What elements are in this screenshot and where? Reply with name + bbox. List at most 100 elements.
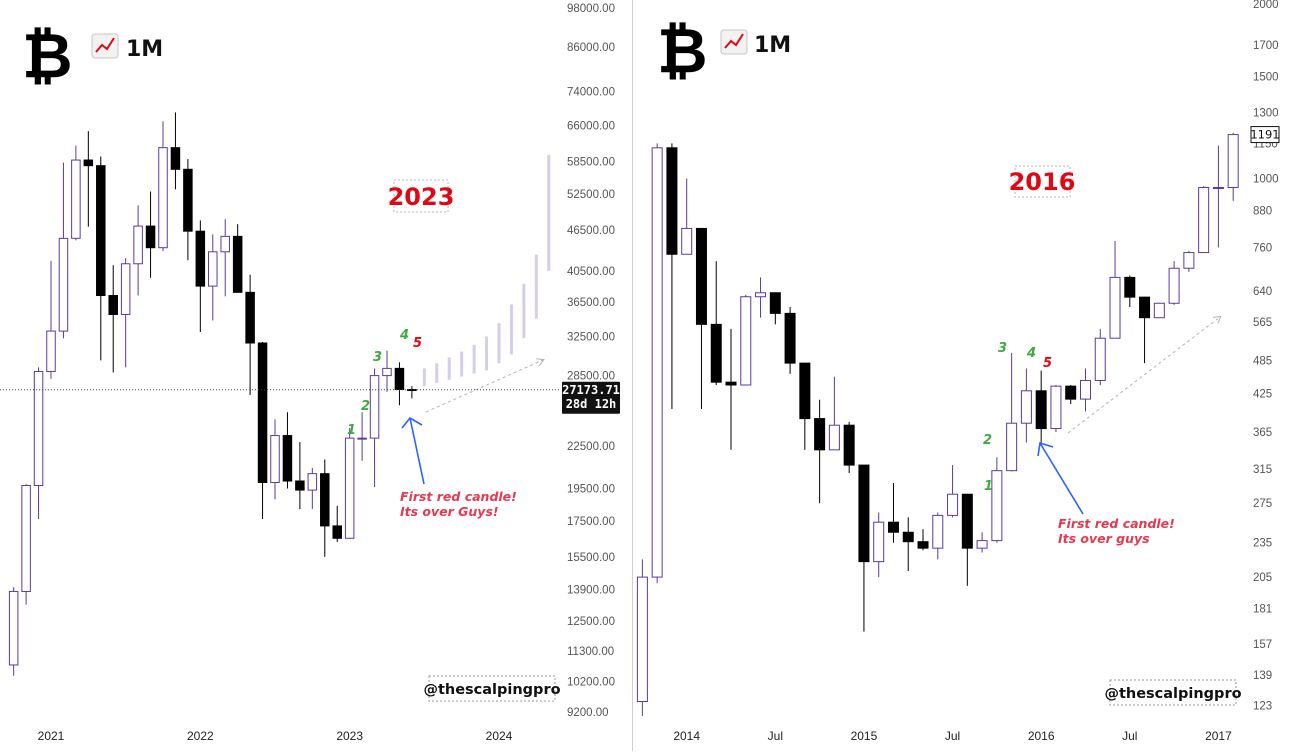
candle: [58, 162, 69, 339]
y-tick-label: 139: [1253, 670, 1272, 682]
candle: [828, 376, 840, 451]
candle-body: [83, 159, 94, 167]
y-tick-label: 275: [1253, 498, 1272, 510]
left-countdown-label: 28d 12h: [566, 397, 617, 411]
y-tick-label: 9200.00: [567, 707, 609, 719]
candle: [332, 505, 342, 542]
right-count-3: 3: [998, 341, 1007, 356]
y-tick-label: 425: [1253, 389, 1272, 401]
candle: [382, 350, 392, 392]
left-projection-bars: [422, 155, 551, 387]
y-tick-label: 157: [1253, 639, 1272, 651]
right-watermark: @thescalpingpro: [1104, 686, 1241, 702]
candle: [120, 258, 131, 368]
candle: [1168, 261, 1180, 305]
left-year-label: 2023: [388, 183, 455, 211]
y-tick-label: 1000: [1253, 174, 1279, 186]
candle-body: [710, 323, 722, 383]
candle-body: [369, 375, 380, 439]
candle-body: [755, 292, 767, 298]
y-tick-label: 36500.00: [567, 297, 615, 309]
y-tick-label: 123: [1253, 701, 1272, 713]
candle: [8, 587, 19, 676]
candle-body: [195, 230, 206, 287]
candle-body: [120, 263, 131, 315]
candle: [814, 399, 826, 504]
right-trend-arrow: [1067, 317, 1220, 434]
y-tick-label: 74000.00: [567, 87, 615, 99]
right-count-4: 4: [1026, 346, 1036, 361]
x-tick-label: Jul: [1122, 729, 1137, 743]
candle-body: [1065, 385, 1077, 400]
right-watermark-box: [1109, 679, 1237, 706]
left-watermark: @thescalpingpro: [423, 682, 560, 698]
candle-body: [158, 147, 168, 249]
left-price-badge: 27173.71 28d 12h: [562, 381, 620, 414]
y-tick-label: 760: [1253, 243, 1272, 255]
candle: [681, 178, 693, 255]
left-annotation-arrow: [401, 416, 425, 485]
candle: [220, 219, 230, 297]
y-tick-label: 66000.00: [567, 121, 615, 133]
candle-body: [1094, 337, 1106, 381]
candle: [320, 459, 330, 557]
x-tick-label: Jul: [768, 729, 783, 743]
right-candles: [636, 132, 1239, 716]
candle-body: [1168, 267, 1180, 304]
candle: [636, 559, 648, 716]
candle: [740, 294, 752, 386]
y-tick-label: 640: [1253, 286, 1272, 298]
y-tick-label: 11300.00: [567, 646, 614, 658]
x-tick-label: 2016: [1028, 729, 1055, 743]
left-year-box: [393, 179, 449, 213]
candle-body: [784, 312, 796, 364]
candle: [1227, 132, 1239, 201]
candle-body: [8, 590, 19, 666]
right-count-2: 2: [983, 433, 992, 448]
candle-body: [858, 464, 870, 563]
candle-body: [220, 235, 230, 253]
left-count-3: 3: [373, 350, 382, 365]
right-time-axis: 2014 Jul 2015 Jul 2016 Jul 2017: [673, 729, 1232, 743]
y-tick-label: 40500.00: [567, 266, 615, 278]
candle: [307, 467, 318, 510]
candle-body: [282, 435, 293, 482]
x-tick-label: 2021: [38, 729, 65, 743]
candle-body: [991, 470, 1003, 542]
y-tick-label: 58500.00: [567, 157, 615, 169]
candle: [725, 328, 737, 450]
candle: [195, 220, 206, 332]
x-tick-label: 2014: [673, 729, 700, 743]
y-tick-label: 315: [1253, 464, 1272, 476]
candle-body: [145, 225, 156, 249]
candle: [1006, 352, 1018, 472]
candle: [1035, 370, 1047, 443]
candle-body: [695, 227, 707, 325]
candle: [769, 292, 781, 325]
right-price-axis: 2000170015001300115010008807606405654854…: [1253, 0, 1279, 713]
candle-body: [1139, 296, 1151, 319]
candle: [21, 484, 31, 605]
candle: [710, 261, 722, 386]
chart-increasing-icon-right: [720, 29, 748, 55]
candle-body: [307, 473, 318, 491]
candle-body: [932, 514, 944, 549]
candle-body: [1124, 276, 1136, 298]
candle-body: [46, 330, 56, 372]
candle: [1198, 186, 1210, 254]
left-trend-arrow: [425, 360, 543, 413]
y-tick-label: 880: [1253, 206, 1272, 218]
candle: [666, 143, 678, 409]
y-tick-label: 1500: [1253, 72, 1279, 84]
candle-body: [887, 521, 899, 533]
candle-body: [33, 370, 44, 487]
right-annotation-arrow: [1037, 441, 1084, 515]
left-count-1: 1: [347, 423, 356, 438]
candle-body: [740, 296, 752, 386]
candle: [1065, 385, 1077, 404]
candle-body: [814, 418, 826, 451]
candle: [755, 277, 767, 318]
bitcoin-logo: ₿: [22, 19, 73, 92]
